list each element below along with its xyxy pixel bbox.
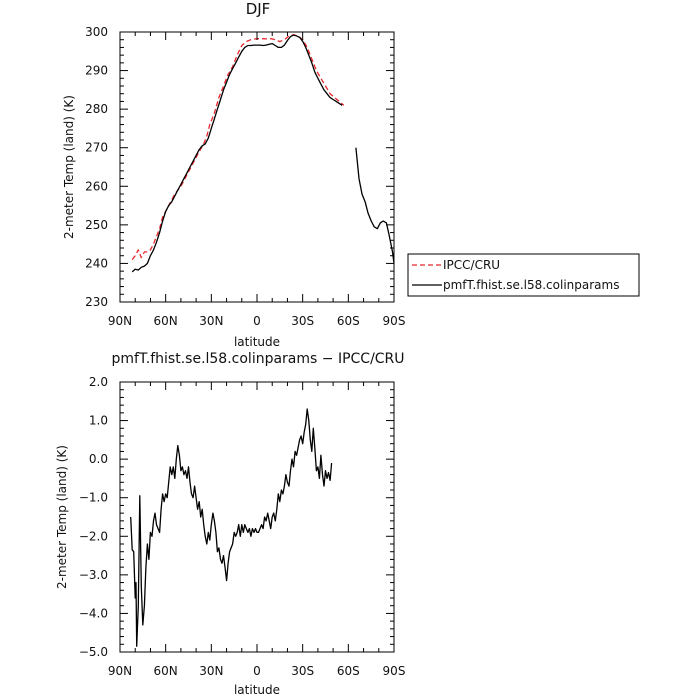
y-tick-label: 260 xyxy=(85,179,108,193)
y-tick-label: 300 xyxy=(85,25,108,39)
y-tick-label: 270 xyxy=(85,141,108,155)
difference-line xyxy=(130,408,333,647)
y-tick-label: 1.0 xyxy=(89,414,108,428)
legend-label-ipcc-cru: IPCC/CRU xyxy=(443,258,500,272)
x-tick-label: 90N xyxy=(108,664,132,678)
top-chart-title: DJF xyxy=(246,0,271,18)
bottom-panel: pmfT.fhist.se.l58.colinparams − IPCC/CRU… xyxy=(55,351,405,697)
y-tick-label: 0.0 xyxy=(89,452,108,466)
bottom-chart-title: pmfT.fhist.se.l58.colinparams − IPCC/CRU xyxy=(111,351,404,367)
x-tick-label: 0 xyxy=(253,314,261,328)
top-y-axis-label: 2-meter Temp (land) (K) xyxy=(62,95,76,239)
top-panel: DJF 90N 60N 30N 0 30S 60S 90S 230 240 250 260 270 28… xyxy=(62,0,405,349)
x-tick-label: 60N xyxy=(154,314,178,328)
y-tick-label: 290 xyxy=(85,64,108,78)
y-tick-label: −1.0 xyxy=(79,491,108,505)
x-tick-label: 30N xyxy=(199,314,223,328)
bottom-x-axis-label: latitude xyxy=(234,683,280,697)
x-tick-label: 30S xyxy=(291,314,314,328)
x-tick-label: 0 xyxy=(253,664,261,678)
y-tick-label: −3.0 xyxy=(79,568,108,582)
bottom-y-axis-label: 2-meter Temp (land) (K) xyxy=(55,445,69,589)
y-tick-label: −5.0 xyxy=(79,645,108,659)
y-tick-label: 240 xyxy=(85,256,108,270)
x-tick-label: 60S xyxy=(337,314,360,328)
y-tick-label: 2.0 xyxy=(89,375,108,389)
series-line-1 xyxy=(355,147,395,264)
x-tick-label: 60S xyxy=(337,664,360,678)
y-tick-label: 250 xyxy=(85,218,108,232)
top-plot-frame xyxy=(119,31,395,303)
series-line-0 xyxy=(131,34,345,260)
x-tick-label: 30N xyxy=(199,664,223,678)
x-tick-label: 30S xyxy=(291,664,314,678)
series-line-1 xyxy=(131,34,343,273)
top-x-axis-label: latitude xyxy=(234,335,280,349)
x-tick-label: 90S xyxy=(383,314,406,328)
x-tick-label: 90S xyxy=(383,664,406,678)
y-tick-label: 230 xyxy=(85,295,108,309)
legend-box xyxy=(407,253,640,297)
y-tick-label: −2.0 xyxy=(79,529,108,543)
x-tick-label: 90N xyxy=(108,314,132,328)
y-tick-label: −4.0 xyxy=(79,606,108,620)
x-tick-label: 60N xyxy=(154,664,178,678)
y-tick-label: 280 xyxy=(85,102,108,116)
legend-label-model: pmfT.fhist.se.l58.colinparams xyxy=(443,278,619,292)
legend: IPCC/CRU pmfT.fhist.se.l58.colinparams xyxy=(407,253,640,297)
